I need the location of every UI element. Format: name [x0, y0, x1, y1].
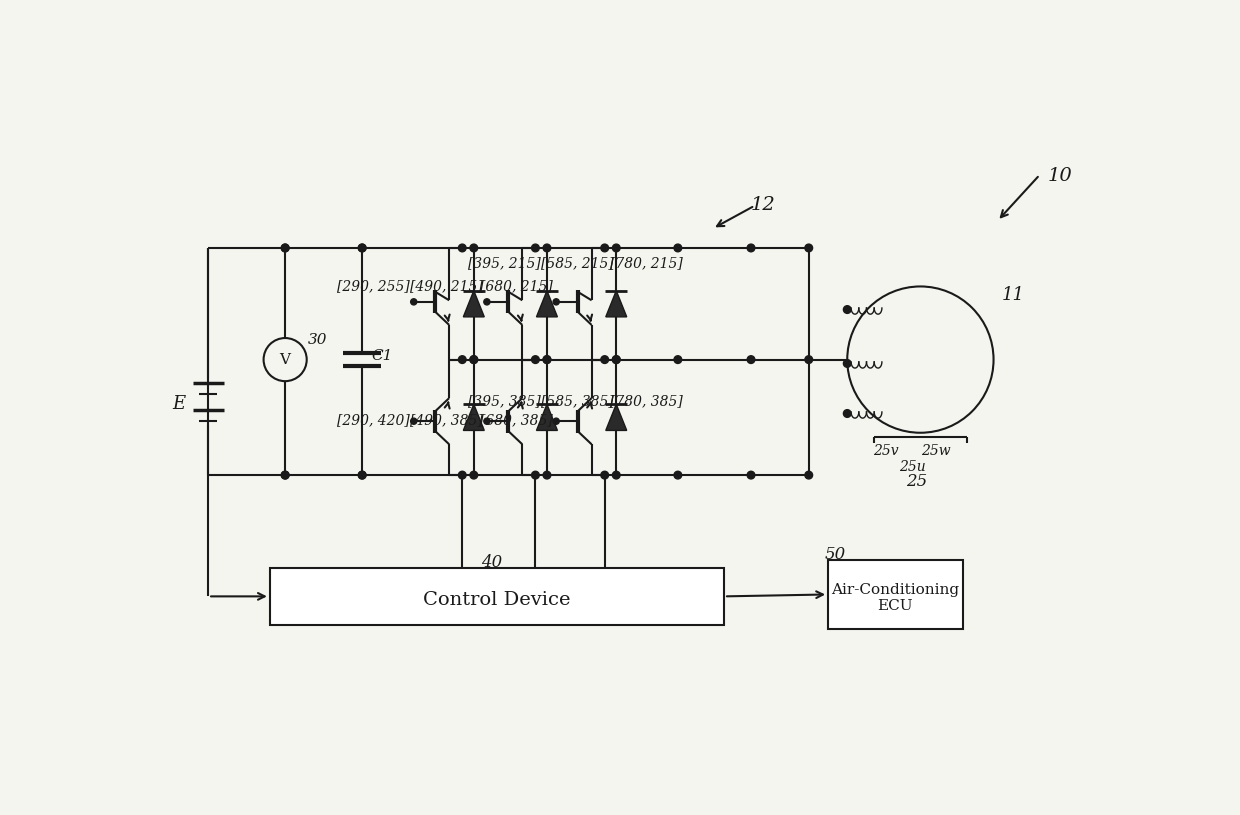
- Text: 12: 12: [751, 196, 776, 214]
- Text: Air-Conditioning
ECU: Air-Conditioning ECU: [831, 584, 960, 614]
- Circle shape: [358, 244, 366, 252]
- Circle shape: [805, 244, 812, 252]
- Text: 25w: 25w: [921, 444, 951, 458]
- Circle shape: [553, 418, 559, 425]
- Circle shape: [843, 306, 851, 314]
- Text: [395, 385]: [395, 385]: [467, 394, 541, 408]
- Polygon shape: [537, 404, 558, 430]
- Circle shape: [675, 471, 682, 479]
- Circle shape: [459, 244, 466, 252]
- Text: [585, 215]: [585, 215]: [541, 256, 614, 270]
- Circle shape: [470, 244, 477, 252]
- Text: 10: 10: [1048, 167, 1073, 185]
- Polygon shape: [606, 404, 626, 430]
- Circle shape: [675, 244, 682, 252]
- Circle shape: [470, 471, 477, 479]
- Circle shape: [410, 299, 417, 305]
- Circle shape: [470, 356, 477, 363]
- Text: [680, 385]: [680, 385]: [480, 413, 552, 428]
- Polygon shape: [464, 404, 485, 430]
- Text: [490, 215]: [490, 215]: [410, 279, 484, 293]
- Circle shape: [553, 299, 559, 305]
- Circle shape: [847, 286, 993, 433]
- Circle shape: [748, 471, 755, 479]
- Circle shape: [470, 356, 477, 363]
- Bar: [828, 560, 962, 629]
- Text: [490, 385]: [490, 385]: [410, 413, 484, 428]
- Text: 25: 25: [906, 473, 928, 490]
- Text: E: E: [172, 395, 185, 413]
- Circle shape: [543, 356, 551, 363]
- Circle shape: [805, 471, 812, 479]
- Circle shape: [613, 244, 620, 252]
- Circle shape: [281, 471, 289, 479]
- Polygon shape: [606, 291, 626, 317]
- Circle shape: [358, 244, 366, 252]
- Circle shape: [484, 418, 490, 425]
- Text: [585, 385]: [585, 385]: [541, 394, 614, 408]
- Circle shape: [675, 356, 682, 363]
- Circle shape: [748, 356, 755, 363]
- Text: [680, 215]: [680, 215]: [480, 279, 552, 293]
- Bar: [270, 567, 724, 625]
- Text: [780, 215]: [780, 215]: [610, 256, 683, 270]
- Circle shape: [532, 471, 539, 479]
- Text: 40: 40: [481, 553, 502, 570]
- Circle shape: [532, 356, 539, 363]
- Circle shape: [601, 471, 609, 479]
- Circle shape: [358, 471, 366, 479]
- Text: 25v: 25v: [873, 444, 899, 458]
- Text: [395, 215]: [395, 215]: [467, 256, 541, 270]
- Text: 25u: 25u: [899, 460, 926, 474]
- Circle shape: [264, 338, 306, 381]
- Polygon shape: [537, 291, 558, 317]
- Text: [290, 420]: [290, 420]: [337, 413, 410, 428]
- Text: 30: 30: [309, 333, 327, 346]
- Circle shape: [601, 244, 609, 252]
- Text: 11: 11: [1001, 286, 1024, 305]
- Circle shape: [843, 410, 851, 417]
- Text: [780, 385]: [780, 385]: [610, 394, 683, 408]
- Text: [290, 255]: [290, 255]: [337, 279, 410, 293]
- Circle shape: [543, 244, 551, 252]
- Circle shape: [281, 244, 289, 252]
- Circle shape: [484, 299, 490, 305]
- Circle shape: [843, 359, 851, 368]
- Polygon shape: [464, 291, 485, 317]
- Circle shape: [613, 356, 620, 363]
- Circle shape: [532, 244, 539, 252]
- Circle shape: [281, 471, 289, 479]
- Circle shape: [805, 356, 812, 363]
- Circle shape: [748, 244, 755, 252]
- Circle shape: [459, 356, 466, 363]
- Circle shape: [358, 471, 366, 479]
- Circle shape: [410, 418, 417, 425]
- Circle shape: [281, 244, 289, 252]
- Text: Control Device: Control Device: [423, 591, 570, 610]
- Circle shape: [601, 356, 609, 363]
- Text: 50: 50: [825, 546, 846, 563]
- Circle shape: [543, 356, 551, 363]
- Circle shape: [613, 471, 620, 479]
- Circle shape: [543, 471, 551, 479]
- Text: V: V: [280, 353, 290, 367]
- Circle shape: [459, 471, 466, 479]
- Text: C1: C1: [372, 349, 393, 363]
- Circle shape: [613, 356, 620, 363]
